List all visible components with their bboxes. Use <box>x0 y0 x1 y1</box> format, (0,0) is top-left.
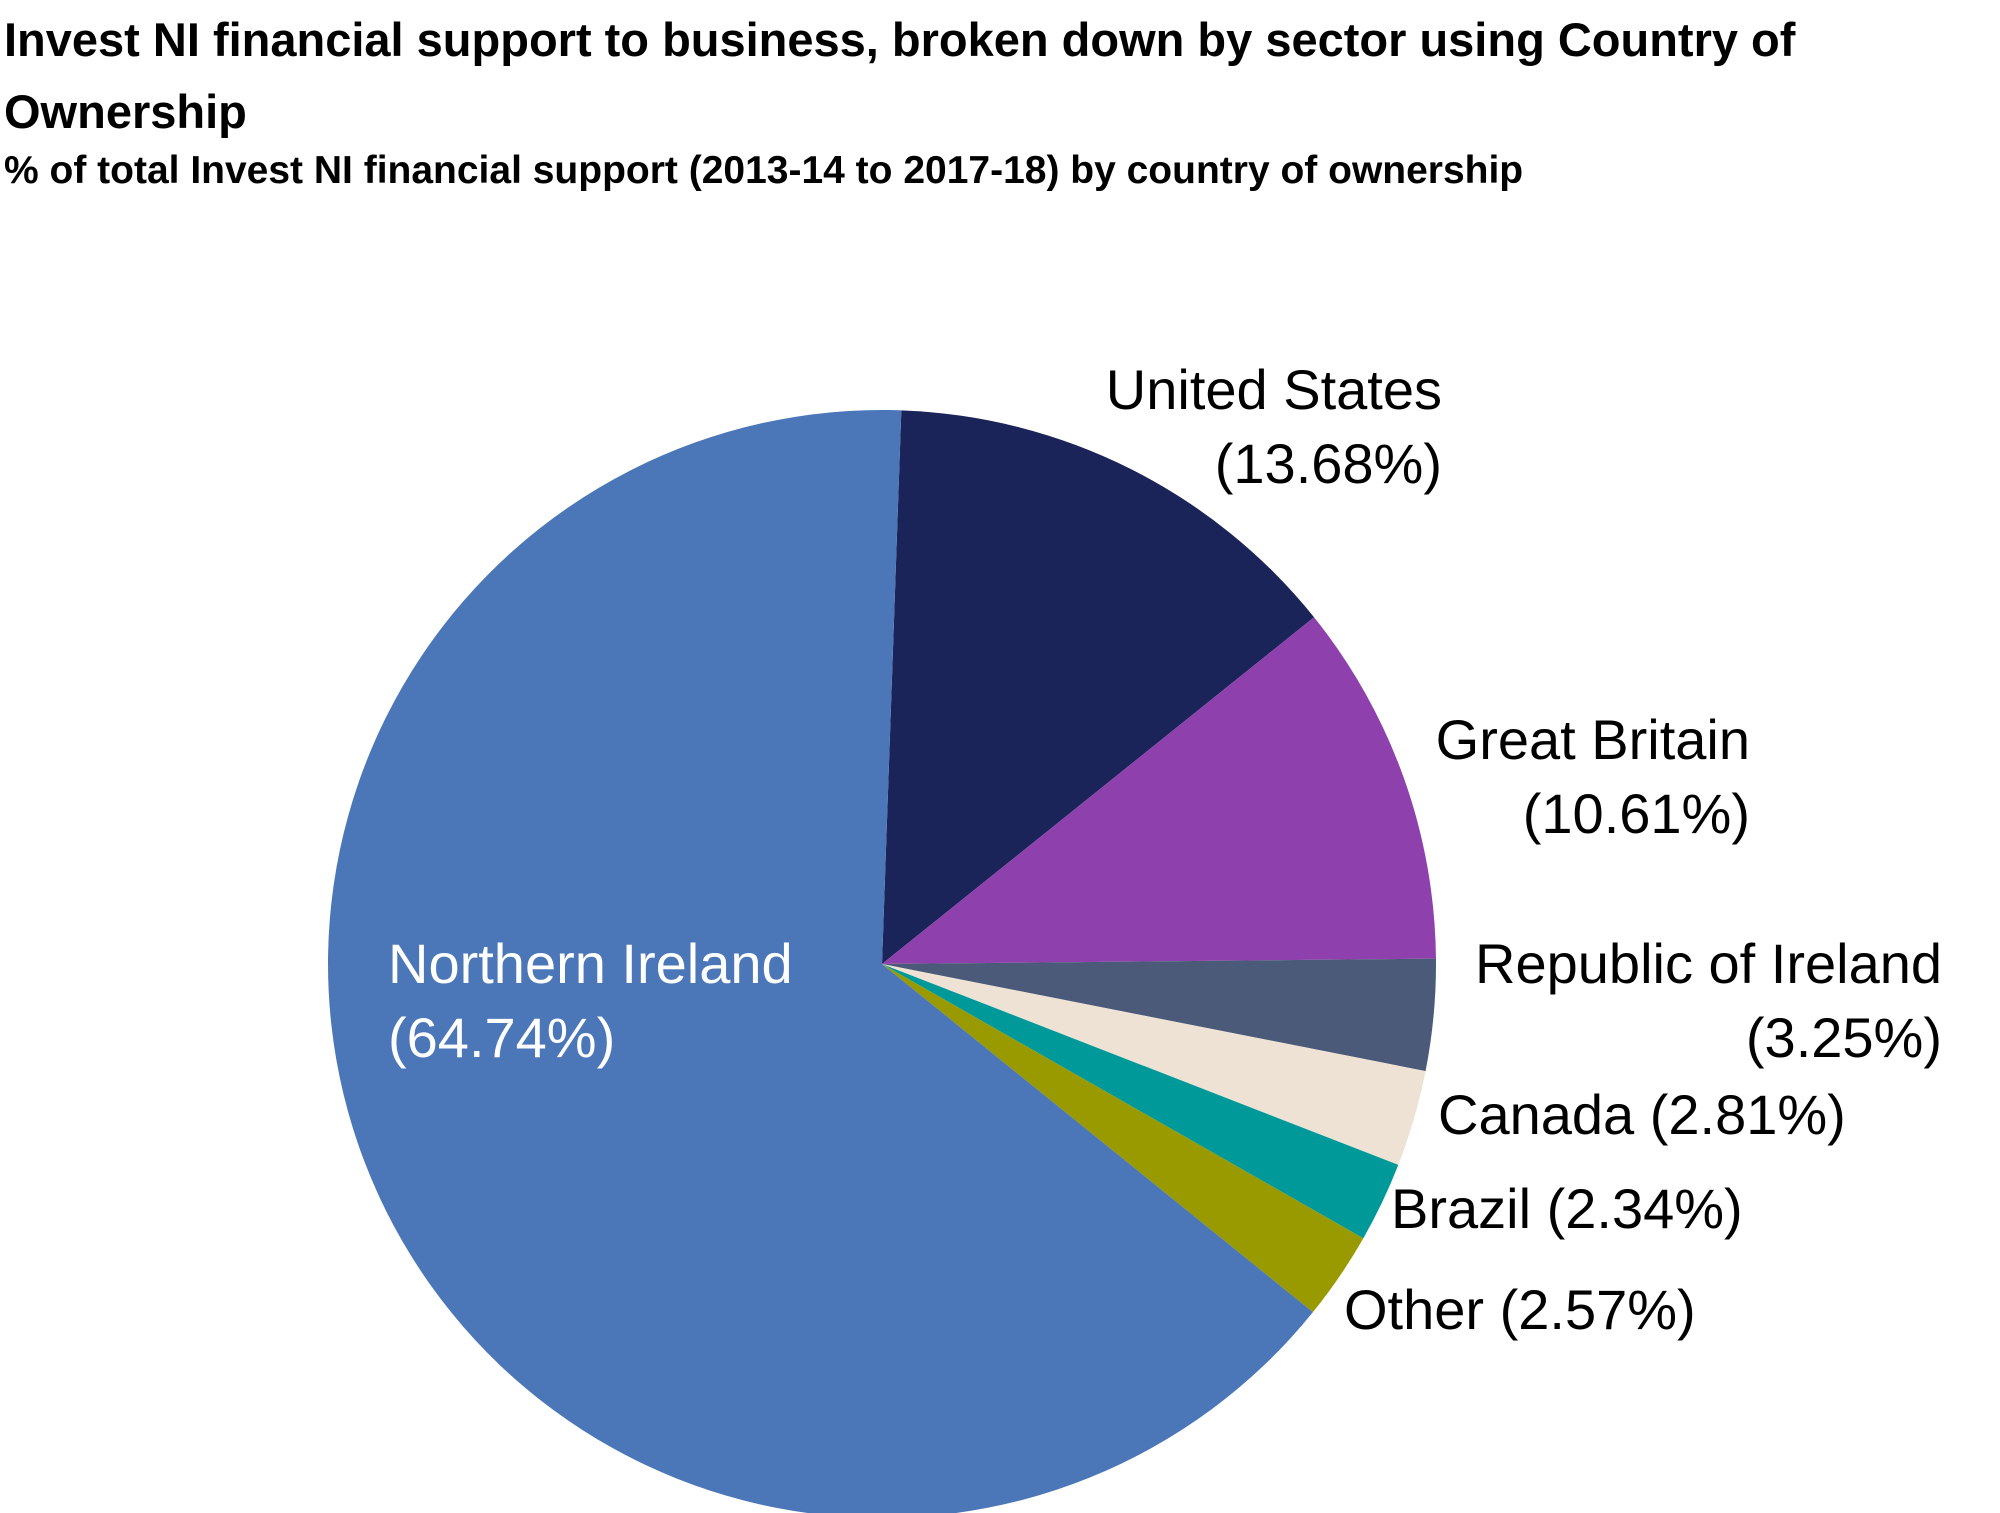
slice-label: Republic of Ireland <box>1475 932 1942 995</box>
slice-value-label: (2.34%) <box>1547 1177 1743 1240</box>
slice-label: Great Britain <box>1436 708 1750 771</box>
pie-slice <box>882 964 1426 1165</box>
slice-label-group: Brazil (2.34%) <box>1391 1177 1743 1240</box>
chart-title: Invest NI financial support to business,… <box>4 13 1796 138</box>
pie-slice <box>328 409 1313 1513</box>
pie-slice <box>882 964 1399 1239</box>
slice-label: United States <box>1106 358 1442 421</box>
pie-slice <box>882 617 1436 964</box>
slice-label: Brazil <box>1391 1177 1531 1240</box>
slice-value-label: (2.81%) <box>1650 1083 1846 1146</box>
slice-value-label: (13.68%) <box>1215 432 1442 495</box>
pie-slice <box>882 958 1436 1072</box>
slice-label: Other <box>1344 1278 1484 1341</box>
chart-subtitle: % of total Invest NI financial support (… <box>4 149 1524 192</box>
slice-label-group: Other (2.57%) <box>1344 1278 1696 1341</box>
pie-slice <box>882 964 1364 1313</box>
slice-label: Canada <box>1438 1083 1635 1146</box>
slice-value-label: (64.74%) <box>388 1006 615 1069</box>
slice-label: Northern Ireland <box>388 932 793 995</box>
slice-value-label: (2.57%) <box>1500 1278 1696 1341</box>
slice-value-label: (10.61%) <box>1523 782 1750 845</box>
pie-slice <box>882 410 1315 964</box>
slice-label-group: Canada (2.81%) <box>1438 1083 1846 1146</box>
slice-value-label: (3.25%) <box>1746 1006 1942 1069</box>
